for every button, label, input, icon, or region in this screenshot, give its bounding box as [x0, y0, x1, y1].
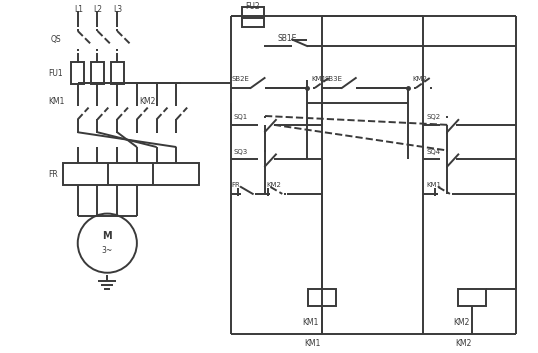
Bar: [458, 288, 486, 306]
Text: SQ1: SQ1: [233, 114, 247, 120]
Bar: [63, 163, 199, 185]
Text: KM2: KM2: [139, 97, 155, 106]
Bar: [91, 62, 104, 84]
Text: KM1: KM1: [305, 339, 321, 348]
Bar: [308, 288, 336, 306]
Text: L3: L3: [113, 5, 122, 13]
Text: L2: L2: [94, 5, 103, 13]
Text: SB2E: SB2E: [231, 76, 250, 82]
Text: SB3E: SB3E: [324, 76, 342, 82]
Text: FR: FR: [231, 182, 240, 188]
Text: FR: FR: [48, 170, 58, 179]
Text: KM1: KM1: [427, 182, 442, 188]
Text: SQ3: SQ3: [233, 149, 247, 155]
Text: KM2: KM2: [453, 318, 470, 327]
Bar: [111, 62, 124, 84]
Text: QS: QS: [51, 35, 61, 44]
Text: SB1E: SB1E: [278, 34, 297, 43]
Bar: [72, 62, 84, 84]
Text: FU2: FU2: [245, 2, 260, 11]
Text: KM1: KM1: [303, 318, 319, 327]
Text: SQ2: SQ2: [427, 114, 441, 120]
Text: KM1: KM1: [48, 97, 65, 106]
Bar: [242, 16, 264, 27]
Bar: [242, 7, 264, 18]
Text: 3~: 3~: [102, 246, 113, 255]
Text: KM2: KM2: [412, 76, 427, 82]
Text: SQ4: SQ4: [427, 149, 441, 155]
Text: KM2: KM2: [266, 182, 281, 188]
Text: KM1: KM1: [311, 76, 326, 82]
Text: L1: L1: [74, 5, 83, 13]
Text: FU1: FU1: [48, 68, 63, 78]
Text: KM2: KM2: [455, 339, 471, 348]
Text: M: M: [103, 231, 112, 241]
